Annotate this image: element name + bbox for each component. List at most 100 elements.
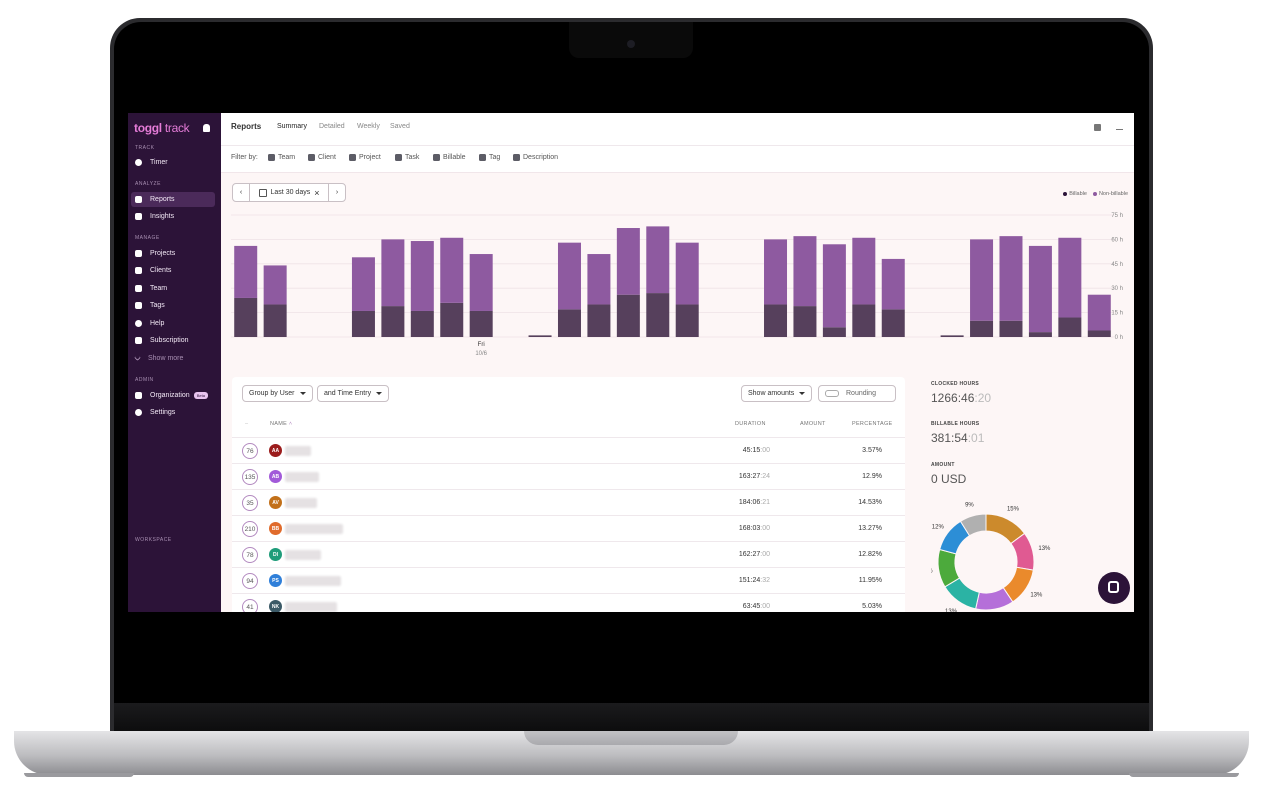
clear-date-icon[interactable]: × [314,187,320,198]
tab-saved[interactable]: Saved [390,123,410,130]
bar-billable[interactable] [587,304,611,337]
entry-count-badge[interactable]: 35 [242,495,258,511]
bar-billable[interactable] [793,306,817,337]
bar-non-billable[interactable] [1087,294,1111,331]
bar-billable[interactable] [764,304,788,337]
sidebar-item-organization[interactable]: Organization Beta [131,388,215,403]
logo[interactable]: toggl track [134,121,190,135]
bar-billable[interactable] [852,304,876,337]
bar-non-billable[interactable] [822,244,846,328]
bar-billable[interactable] [1028,332,1052,337]
tab-summary[interactable]: Summary [277,123,307,130]
bar-non-billable[interactable] [351,257,375,311]
prev-period-button[interactable]: ‹ [233,184,250,201]
sidebar-item-team[interactable]: Team [131,281,215,296]
bar-non-billable[interactable] [616,228,640,295]
sidebar-item-timer[interactable]: Timer [131,155,215,170]
bar-non-billable[interactable] [675,242,699,305]
bar-billable[interactable] [469,310,493,337]
bar-non-billable[interactable] [646,226,670,294]
filter-description[interactable]: Description [513,154,558,161]
table-row[interactable]: 135 AB 163:27:24 12.9% [232,463,905,490]
bar-billable[interactable] [616,294,640,337]
bar-non-billable[interactable] [970,239,994,321]
bar-billable[interactable] [940,335,964,337]
entry-count-badge[interactable]: 94 [242,573,258,589]
table-row[interactable]: 41 NK 63:45:00 5.03% [232,593,905,612]
tab-detailed[interactable]: Detailed [319,123,345,130]
bar-billable[interactable] [381,306,405,337]
bar-billable[interactable] [1058,317,1082,337]
next-period-button[interactable]: › [335,189,339,196]
bar-non-billable[interactable] [852,237,876,305]
entry-count-badge[interactable]: 76 [242,443,258,459]
bar-billable[interactable] [822,327,846,337]
entry-count-badge[interactable]: 210 [242,521,258,537]
group-by-dropdown[interactable]: Group by User [242,385,313,402]
bar-billable[interactable] [999,320,1023,337]
sidebar-item-reports[interactable]: Reports [131,192,215,207]
bar-billable[interactable] [970,320,994,337]
column-percentage[interactable]: PERCENTAGE [852,421,893,427]
column-name[interactable]: NAME ˄ [270,421,293,427]
bar-non-billable[interactable] [999,236,1023,321]
sidebar-item-subscription[interactable]: Subscription [131,333,215,348]
sidebar-item-clients[interactable]: Clients [131,263,215,278]
bar-billable[interactable] [881,309,905,337]
bar-billable[interactable] [646,293,670,337]
bar-non-billable[interactable] [410,241,434,311]
bar-non-billable[interactable] [440,237,464,303]
table-row[interactable]: 76 AA 45:15:00 3.57% [232,437,905,464]
bar-billable[interactable] [528,335,552,337]
bar-billable[interactable] [440,302,464,337]
bar-non-billable[interactable] [764,239,788,305]
bar-non-billable[interactable] [381,239,405,307]
sidebar-item-help[interactable]: Help [131,316,215,331]
table-row[interactable]: 94 PS 151:24:32 11.95% [232,567,905,594]
filter-project[interactable]: Project [349,154,381,161]
save-icon[interactable] [1094,124,1101,131]
column-amount[interactable]: AMOUNT [800,421,826,427]
bar-billable[interactable] [557,309,581,337]
filter-billable[interactable]: Billable [433,154,466,161]
entry-count-badge[interactable]: 41 [242,599,258,612]
bar-non-billable[interactable] [1028,245,1052,333]
entry-count-badge[interactable]: 135 [242,469,258,485]
bar-non-billable[interactable] [793,236,817,307]
bar-billable[interactable] [1087,330,1111,337]
download-icon[interactable] [1116,124,1123,130]
sidebar-item-settings[interactable]: Settings [131,405,215,420]
bar-billable[interactable] [675,304,699,337]
rounding-toggle[interactable]: Rounding [818,385,896,402]
bar-non-billable[interactable] [587,254,611,305]
filter-tag[interactable]: Tag [479,154,500,161]
sidebar-item-tags[interactable]: Tags [131,298,215,313]
bar-non-billable[interactable] [469,254,493,311]
bar-billable[interactable] [410,310,434,337]
bar-non-billable[interactable] [263,265,287,305]
donut-slice[interactable] [959,513,987,537]
chat-button[interactable] [1098,572,1130,604]
tab-weekly[interactable]: Weekly [357,123,380,130]
bar-non-billable[interactable] [234,245,258,298]
column-duration[interactable]: DURATION [735,421,766,427]
table-row[interactable]: 210 BB 168:03:00 13.27% [232,515,905,542]
table-row[interactable]: 78 DI 162:27:00 12.82% [232,541,905,568]
filter-team[interactable]: Team [268,154,295,161]
bar-non-billable[interactable] [557,242,581,310]
expand-all-header[interactable]: – [245,421,249,427]
bar-billable[interactable] [234,297,258,337]
bar-billable[interactable] [263,304,287,337]
bar-non-billable[interactable] [1058,237,1082,318]
entry-count-badge[interactable]: 78 [242,547,258,563]
bar-non-billable[interactable] [881,258,905,310]
table-row[interactable]: 35 AV 184:06:21 14.53% [232,489,905,516]
show-amounts-dropdown[interactable]: Show amounts [741,385,813,402]
date-range-button[interactable]: Last 30 days × [250,184,329,201]
subgroup-dropdown[interactable]: and Time Entry [317,385,390,402]
bell-icon[interactable] [203,124,210,132]
filter-task[interactable]: Task [395,154,419,161]
sidebar-item-show-more[interactable]: Show more [131,351,215,366]
sidebar-item-insights[interactable]: Insights [131,209,215,224]
bar-billable[interactable] [351,310,375,337]
